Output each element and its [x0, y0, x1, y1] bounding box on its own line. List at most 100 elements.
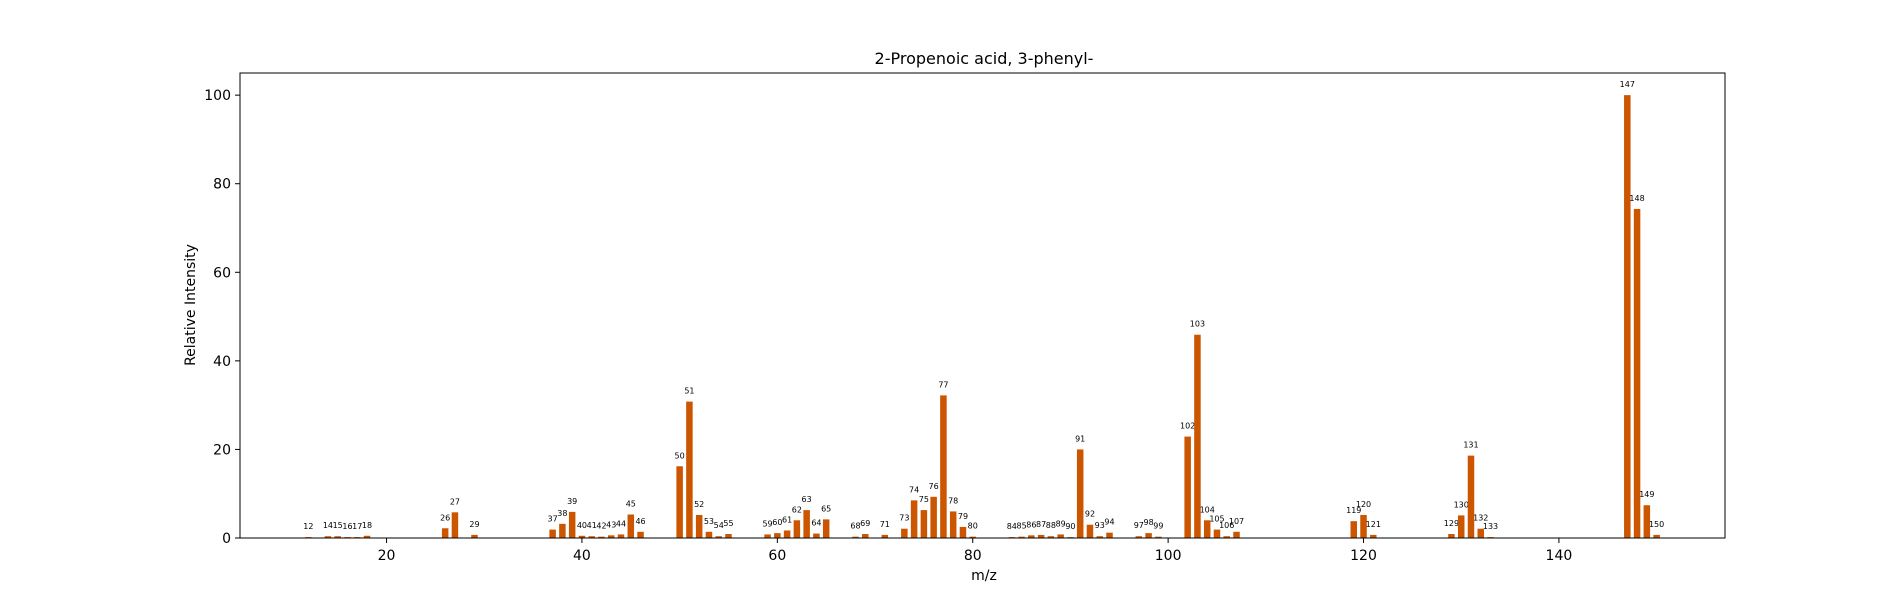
bar-mz-14	[324, 536, 332, 538]
bar-label-mz-29: 29	[469, 520, 479, 529]
bar-label-mz-91: 91	[1075, 434, 1085, 443]
bar-label-mz-37: 37	[548, 515, 558, 524]
bar-label-mz-62: 62	[792, 505, 802, 514]
bar-mz-120	[1360, 514, 1367, 538]
chart-title: 2-Propenoic acid, 3-phenyl-	[875, 49, 1094, 68]
bar-mz-129	[1448, 534, 1455, 538]
bar-mz-86	[1028, 535, 1035, 538]
bar-label-mz-150: 150	[1649, 520, 1664, 529]
bar-label-mz-63: 63	[802, 495, 812, 504]
bar-mz-26	[441, 528, 449, 538]
x-tick-label-20: 20	[378, 548, 396, 564]
axes-frame	[239, 72, 1726, 539]
bar-mz-15	[334, 536, 341, 538]
bar-mz-74	[910, 500, 918, 538]
bar-label-mz-105: 105	[1209, 515, 1224, 524]
x-axis-label: m/z	[971, 568, 997, 584]
bar-mz-52	[695, 514, 703, 538]
bar-label-mz-149: 149	[1639, 490, 1654, 499]
y-tick-label-100: 100	[204, 88, 231, 104]
bar-label-mz-119: 119	[1346, 506, 1361, 515]
bar-label-mz-104: 104	[1200, 505, 1215, 514]
bar-label-mz-103: 103	[1190, 320, 1205, 329]
bar-mz-147	[1624, 95, 1631, 539]
bar-mz-78	[949, 511, 957, 538]
bar-label-mz-12: 12	[303, 522, 313, 531]
x-tick-label-100: 100	[1155, 548, 1182, 564]
bar-label-mz-75: 75	[919, 495, 929, 504]
bar-mz-37	[549, 529, 556, 538]
bar-mz-99	[1155, 536, 1162, 538]
bar-mz-121	[1370, 534, 1377, 538]
y-tick-label-0: 0	[222, 531, 231, 547]
bar-label-mz-90: 90	[1065, 522, 1075, 531]
bar-mz-93	[1096, 536, 1103, 538]
bar-label-mz-41: 41	[587, 521, 597, 530]
bar-label-mz-129: 129	[1444, 519, 1459, 528]
x-tick-label-60: 60	[768, 548, 786, 564]
bar-label-mz-94: 94	[1104, 518, 1114, 527]
bar-mz-29	[471, 534, 478, 538]
bar-label-mz-43: 43	[606, 520, 616, 529]
bar-mz-50	[676, 466, 683, 538]
bar-label-mz-69: 69	[860, 519, 870, 528]
bar-mz-54	[715, 536, 722, 538]
y-axis: 0 20 40 60 80 100	[204, 88, 240, 547]
bar-mz-104	[1203, 520, 1211, 538]
x-tick-label-40: 40	[573, 548, 591, 564]
bar-mz-42	[598, 536, 605, 538]
bar-label-mz-53: 53	[704, 517, 714, 526]
bar-mz-77	[940, 395, 947, 538]
bar-mz-91	[1076, 449, 1084, 538]
bar-mz-92	[1086, 524, 1094, 538]
bar-label-mz-42: 42	[596, 522, 606, 531]
x-axis: 20 40 60 80 100 120 140	[378, 538, 1573, 564]
bar-label-mz-132: 132	[1473, 514, 1488, 523]
bar-label-mz-64: 64	[811, 519, 821, 528]
bar-label-mz-87: 87	[1036, 520, 1046, 529]
bar-label-mz-15: 15	[333, 521, 343, 530]
bar-mz-63	[803, 510, 810, 538]
bar-mz-131	[1467, 455, 1475, 538]
bar-label-mz-79: 79	[958, 512, 968, 521]
bar-mz-39	[568, 511, 576, 538]
bar-label-mz-52: 52	[694, 500, 704, 509]
bar-mz-94	[1106, 532, 1113, 538]
bar-label-mz-77: 77	[938, 380, 948, 389]
bar-mz-65	[822, 519, 830, 538]
bar-mz-85	[1018, 536, 1025, 538]
bar-label-mz-59: 59	[762, 519, 772, 528]
bar-label-mz-45: 45	[626, 500, 636, 509]
bar-label-mz-50: 50	[675, 451, 685, 460]
bar-mz-149	[1643, 505, 1651, 538]
bar-label-mz-147: 147	[1620, 80, 1635, 89]
bar-label-mz-84: 84	[1007, 522, 1017, 531]
bar-label-mz-65: 65	[821, 504, 831, 513]
bar-label-mz-107: 107	[1229, 517, 1244, 526]
bar-label-mz-131: 131	[1463, 441, 1478, 450]
bar-label-mz-73: 73	[899, 514, 909, 523]
x-tick-label-140: 140	[1546, 548, 1573, 564]
bar-label-mz-85: 85	[1016, 522, 1026, 531]
bar-mz-88	[1047, 536, 1055, 538]
bar-mz-76	[930, 496, 937, 538]
bar-mz-150	[1653, 534, 1660, 538]
bar-mz-75	[920, 510, 928, 538]
bar-label-mz-106: 106	[1219, 521, 1234, 530]
y-tick-label-60: 60	[213, 265, 231, 281]
bar-mz-79	[959, 526, 967, 538]
bar-mz-61	[783, 530, 791, 538]
bar-mz-55	[725, 534, 732, 538]
bar-label-mz-27: 27	[450, 497, 460, 506]
bar-label-mz-97: 97	[1134, 521, 1144, 530]
bar-mz-62	[793, 520, 801, 538]
bar-label-mz-98: 98	[1143, 518, 1153, 527]
bar-label-mz-18: 18	[362, 521, 372, 530]
bar-label-mz-40: 40	[577, 521, 587, 530]
bar-mz-130	[1457, 515, 1465, 538]
bar-mz-102	[1184, 436, 1191, 538]
bar-mz-27	[451, 512, 459, 538]
bar-label-mz-80: 80	[968, 522, 978, 531]
bar-label-mz-78: 78	[948, 496, 958, 505]
